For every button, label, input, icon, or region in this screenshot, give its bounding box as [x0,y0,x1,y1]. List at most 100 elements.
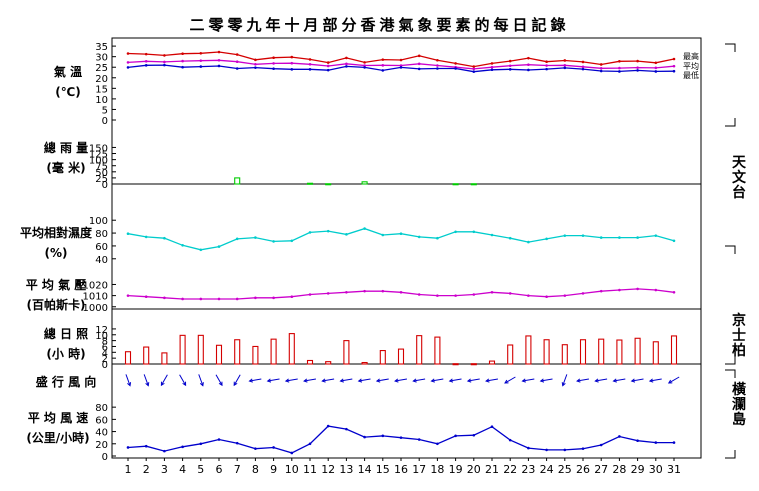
pressure-point-p-5 [199,297,203,301]
x-tick-label-31: 31 [667,463,681,476]
temperature-point-2-12 [326,68,330,72]
wind-arrow-25 [561,374,568,387]
temperature-point-2-7 [235,67,239,70]
wind-arrow-11 [303,378,316,383]
temperature-point-1-6 [217,58,221,62]
x-tick-label-24: 24 [540,463,554,476]
rainfall-bar-12 [325,183,332,186]
temperature-point-2-31 [672,69,676,73]
temperature-point-0-19 [454,62,457,65]
wind_speed-point-ws-28 [618,435,621,438]
temperature-point-0-3 [163,54,166,57]
humidity-point-rh-25 [563,234,567,237]
temperature-point-2-6 [217,64,221,68]
sunshine-bar-8 [252,345,259,365]
rainfall-ytick-label-25: 25 [95,174,108,185]
wind_speed-point-ws-7 [235,441,239,445]
pressure-point-p-17 [417,293,421,296]
temperature-point-2-29 [636,69,639,72]
wind_speed-point-ws-19 [454,434,457,438]
humidity-point-rh-15 [381,233,385,237]
wind_speed-point-ws-27 [599,443,603,447]
pressure-point-p-7 [235,297,239,301]
pressure-label-line-1: (百帕斯卡) [26,298,86,312]
wind-arrow-20 [466,378,480,383]
temperature-point-1-4 [181,59,184,63]
temperature-label-line-0: 氣 溫 [53,65,83,79]
temperature-point-2-17 [417,67,421,71]
pressure-point-p-11 [308,293,312,296]
x-tick-label-27: 27 [594,463,608,476]
temperature-point-1-12 [326,64,330,68]
station-label-2: 橫瀾島 [732,382,746,428]
wind-arrow-4 [179,374,187,387]
sunshine-bar-13 [343,340,350,365]
pressure-ytick-label-1010: 1010 [83,292,108,303]
x-tick-label-16: 16 [394,463,408,476]
sunshine-bar-12 [325,361,332,365]
humidity-point-rh-16 [399,232,403,236]
pressure-point-p-6 [217,297,221,301]
humidity-point-rh-10 [290,239,294,243]
humidity-ytick-label-80: 80 [95,229,108,240]
wind_speed-ytick-label-20: 20 [95,440,108,451]
temperature-point-2-14 [363,66,366,69]
temperature-point-1-15 [381,64,385,67]
sunshine-ytick-label-8: 8 [102,337,108,348]
wind-arrow-30 [648,378,662,383]
wind-arrow-21 [485,378,498,383]
wind-arrow-5 [198,374,204,387]
humidity-point-rh-26 [581,234,585,237]
rainfall-label-line-0: 總 雨 量 [43,141,89,155]
temperature-point-0-7 [235,53,239,56]
wind_speed-point-ws-6 [217,438,221,441]
wind_speed-point-ws-23 [527,446,530,450]
humidity-point-rh-2 [144,235,148,239]
x-tick-label-23: 23 [521,463,535,476]
temperature-point-2-16 [399,66,403,69]
station-bracket-top-0 [725,43,736,52]
humidity-point-rh-4 [181,243,184,247]
x-tick-label-3: 3 [161,463,168,476]
wind_speed-point-ws-18 [436,442,439,446]
humidity-point-rh-24 [545,237,548,241]
temperature-point-1-25 [563,64,567,67]
temperature-point-0-30 [654,61,658,65]
temperature-point-1-16 [399,64,403,67]
temperature-point-1-9 [272,62,275,65]
x-tick-label-29: 29 [631,463,645,476]
temperature-point-1-30 [654,66,658,70]
temperature-point-0-14 [363,61,366,64]
wind-arrow-6 [215,374,223,387]
temperature-ytick-label-5: 5 [102,105,108,116]
temperature-point-2-1 [126,66,130,69]
temperature-point-2-3 [163,63,166,67]
humidity-line-rh [127,227,675,251]
temperature-point-0-10 [290,55,294,59]
wind-arrow-28 [612,378,626,383]
x-tick-label-30: 30 [649,463,663,476]
pressure-point-p-31 [672,290,676,294]
x-tick-label-2: 2 [143,463,150,476]
sunshine-bar-20 [470,363,477,366]
pressure-point-p-28 [618,288,621,292]
temperature-point-2-27 [599,69,603,73]
wind_speed-point-ws-26 [581,447,585,450]
pressure-point-p-24 [545,295,548,299]
temperature-point-2-28 [618,70,621,73]
wind-arrow-31 [667,376,680,384]
temperature-point-0-4 [181,52,184,56]
temperature-point-1-17 [417,62,421,66]
wind-arrow-10 [284,378,298,383]
wind_speed-label-line-1: (公里/小時) [26,431,90,445]
station-bracket-bottom-2 [725,450,736,459]
pressure-point-p-9 [272,296,275,300]
wind_speed-point-ws-10 [290,451,294,455]
humidity-point-rh-11 [308,231,312,234]
pressure-point-p-22 [508,292,512,295]
wind-arrow-16 [394,378,407,383]
temperature-point-2-5 [199,65,203,68]
temperature-point-1-22 [508,64,512,68]
pressure-point-p-13 [345,290,348,294]
temperature-point-0-2 [144,52,148,56]
